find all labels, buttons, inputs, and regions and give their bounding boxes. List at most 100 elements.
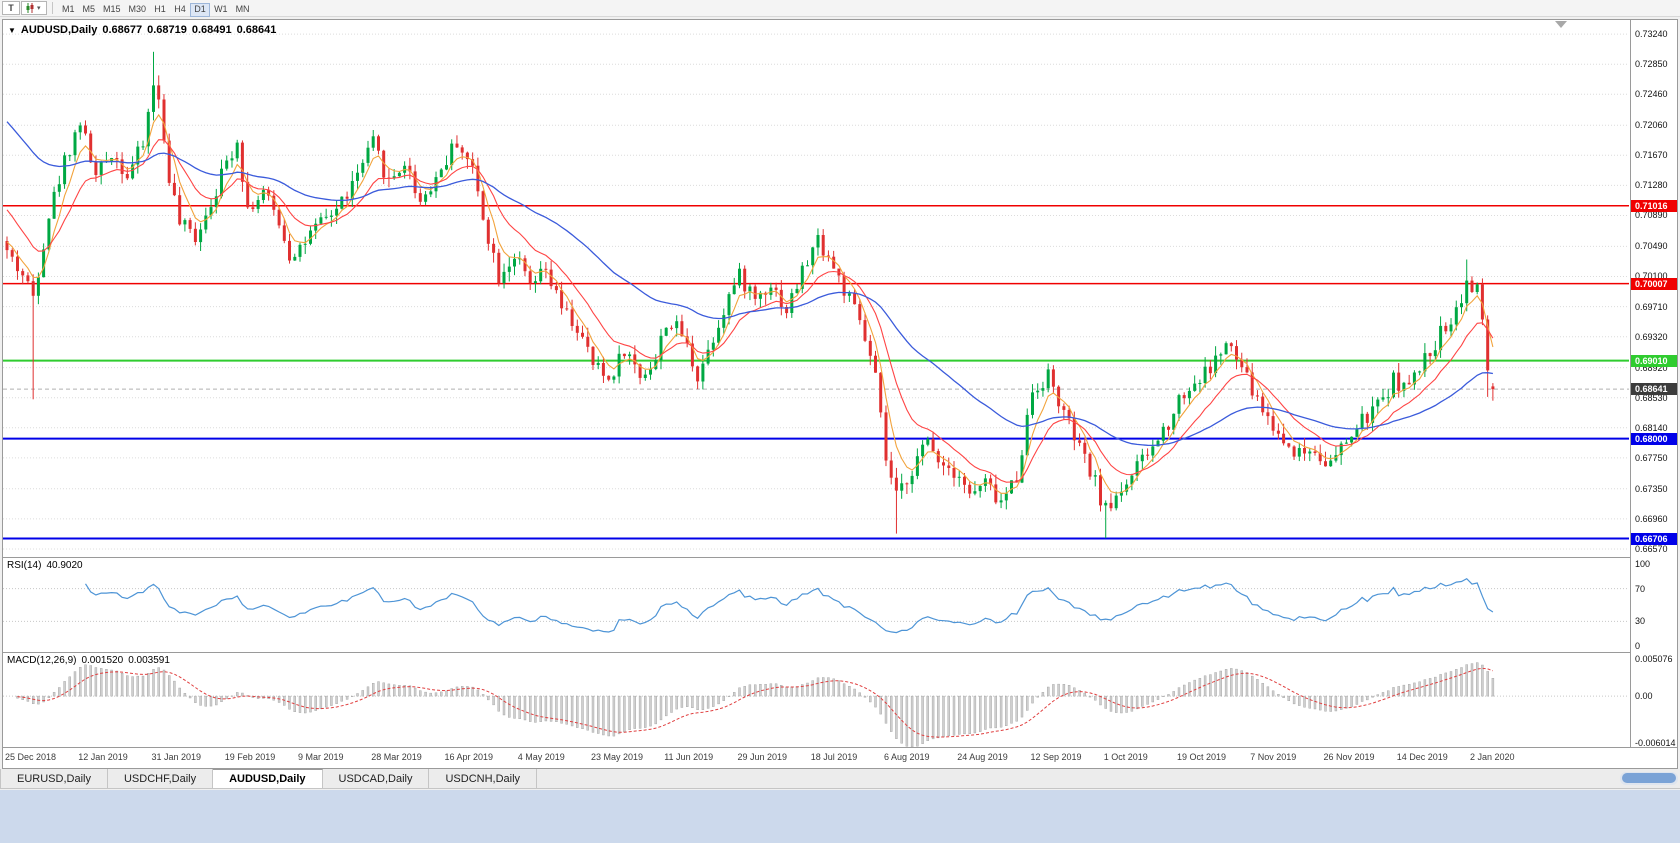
toolbar-separator [52,2,53,14]
price-level-badge: 0.66706 [1631,532,1677,545]
timeframe-button-mn[interactable]: MN [232,3,254,17]
ma-mid-line [6,139,1494,483]
price-tick-label: 0.66570 [1635,544,1668,555]
time-axis-label: 25 Dec 2018 [5,752,57,762]
top-toolbar: T ▾ M1 M5 M15 M30 H1 H4 D1 W1 MN [0,0,1680,17]
time-axis-label: 12 Sep 2019 [1030,752,1082,762]
time-axis-label: 24 Aug 2019 [957,752,1008,762]
rsi-label: RSI(14) 40.9020 [7,560,88,571]
time-axis-label: 16 Apr 2019 [444,752,494,762]
price-chart[interactable] [3,20,1629,557]
chart-tab-audusd[interactable]: AUDUSD,Daily [213,769,323,788]
pane-divider[interactable] [3,652,1677,653]
price-tick-label: 0.66960 [1635,513,1668,524]
price-scale[interactable]: 0.73240 0.72850 0.72460 0.72060 0.71670 0.712… [1630,20,1677,748]
chart-window: ▼ AUDUSD,Daily 0.68677 0.68719 0.68491 0.6864… [2,19,1678,769]
price-tick-label: 0.72060 [1635,120,1668,131]
rsi-chart [3,577,1629,634]
rsi-name: RSI(14) [7,560,42,571]
rsi-value: 40.9020 [46,560,83,571]
chart-shift-marker[interactable] [1555,21,1567,28]
chart-tab-bar: EURUSD,Daily USDCHF,Daily AUDUSD,Daily USDC… [0,769,1680,789]
price-tick-label: 0.68530 [1635,392,1668,403]
price-tick-label: 0.70100 [1635,271,1668,282]
timeframe-button-m15[interactable]: M15 [99,3,125,17]
time-axis-label: 12 Jan 2019 [78,752,128,762]
time-axis-label: 19 Oct 2019 [1176,752,1226,762]
time-axis-label: 19 Feb 2019 [224,752,276,762]
tab-scrollbar-thumb[interactable] [1622,773,1676,783]
ohlc-open: 0.68677 [102,24,143,36]
text-tool-button[interactable]: T [2,1,20,15]
timeframe-button-h4[interactable]: H4 [170,3,190,17]
rsi-scale-label: 0 [1635,641,1641,651]
time-axis-label: 26 Nov 2019 [1323,752,1375,762]
macd-scale-label: 0.005076 [1635,654,1673,664]
candlestick-icon [26,3,34,13]
price-chart-pane[interactable]: ▼ AUDUSD,Daily 0.68677 0.68719 0.68491 0.6864… [3,20,1629,557]
price-level-badge: 0.71016 [1631,199,1677,212]
timeframe-button-group: M1 M5 M15 M30 H1 H4 D1 W1 MN [58,0,254,17]
timeframe-button-m30[interactable]: M30 [125,3,151,17]
timeframe-button-d1[interactable]: D1 [190,2,211,17]
timeframe-button-w1[interactable]: W1 [210,3,232,17]
rsi-scale-label: 70 [1635,583,1646,594]
time-scale[interactable]: 25 Dec 2018 12 Jan 2019 31 Jan 2019 19 Feb … [3,748,1629,767]
price-level-badge: 0.68000 [1631,432,1677,445]
chart-object-button[interactable]: ▾ [21,1,47,15]
time-axis-label: 4 May 2019 [517,752,565,762]
ma-fast-line [6,113,1494,494]
time-axis-label: 28 Mar 2019 [371,752,422,762]
price-tick-label: 0.70490 [1635,241,1668,252]
time-axis-label: 2 Jan 2020 [1469,752,1515,762]
timeframe-button-m5[interactable]: M5 [79,3,100,17]
pane-divider[interactable] [3,557,1677,558]
macd-chart [3,662,1629,747]
chart-symbol-title: AUDUSD,Daily [20,24,98,36]
time-axis-label: 11 Jun 2019 [664,752,714,762]
chart-title: ▼ AUDUSD,Daily 0.68677 0.68719 0.68491 0.6864… [8,24,281,36]
price-tick-label: 0.69710 [1635,301,1668,312]
price-tick-label: 0.71280 [1635,180,1668,191]
rsi-scale-label: 100 [1635,559,1651,569]
grid-lines [3,33,1629,550]
chart-menu-icon[interactable]: ▼ [8,26,16,35]
macd-name: MACD(12,26,9) [7,655,77,666]
timeframe-button-m1[interactable]: M1 [58,3,79,17]
chart-tab-usdcad[interactable]: USDCAD,Daily [322,769,430,788]
price-tick-label: 0.73240 [1635,29,1668,40]
price-tick-label: 0.67750 [1635,452,1668,463]
time-axis-label: 7 Nov 2019 [1250,752,1297,762]
macd-label: MACD(12,26,9) 0.001520 0.003591 [7,655,175,666]
price-tick-label: 0.68140 [1635,422,1668,433]
ohlc-close: 0.68641 [236,24,277,36]
price-level-badge: 0.69010 [1631,354,1677,367]
price-tick-label: 0.67350 [1635,483,1668,494]
time-axis-label: 14 Dec 2019 [1396,752,1448,762]
time-axis-label: 29 Jun 2019 [737,752,788,762]
macd-scale-label: 0.00 [1635,691,1653,702]
chart-tab-usdchf[interactable]: USDCHF,Daily [107,769,214,788]
tab-scrollbar[interactable] [1620,772,1678,785]
time-axis-label: 1 Oct 2019 [1103,752,1148,762]
price-tick-label: 0.69320 [1635,331,1668,342]
time-axis-label: 18 Jul 2019 [810,752,858,762]
time-axis-label: 9 Mar 2019 [297,752,344,762]
price-tick-label: 0.71670 [1635,150,1668,161]
ma-slow-line [6,121,1493,447]
price-tick-label: 0.68920 [1635,362,1668,373]
price-level-badge: 0.70007 [1631,277,1677,290]
current-price-badge: 0.68641 [1631,383,1677,396]
price-tick-label: 0.70890 [1635,210,1668,221]
chart-tab-eurusd[interactable]: EURUSD,Daily [0,769,108,788]
ohlc-high: 0.68719 [147,24,187,36]
time-axis-label: 23 May 2019 [590,752,644,762]
chart-tab-usdcnh[interactable]: USDCNH,Daily [429,769,538,788]
time-axis-label: 6 Aug 2019 [883,752,930,762]
timeframe-button-h1[interactable]: H1 [150,3,170,17]
ohlc-low: 0.68491 [191,24,232,36]
price-tick-label: 0.72850 [1635,59,1668,70]
macd-indicator-pane[interactable]: MACD(12,26,9) 0.001520 0.003591 [3,653,1629,747]
price-tick-label: 0.72460 [1635,89,1668,100]
rsi-indicator-pane[interactable]: RSI(14) 40.9020 [3,558,1629,652]
